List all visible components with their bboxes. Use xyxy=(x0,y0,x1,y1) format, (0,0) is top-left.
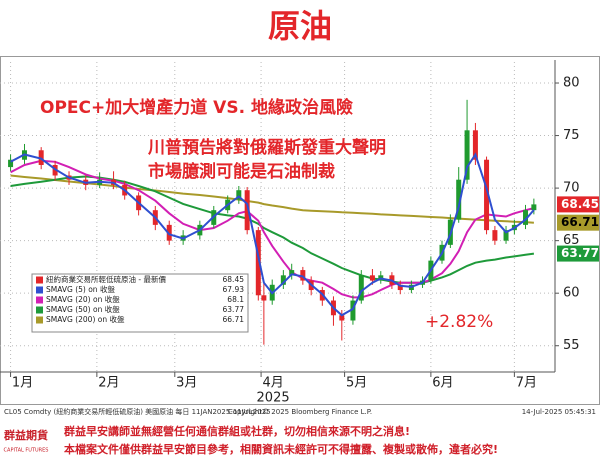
legend-value: 67.93 xyxy=(223,285,245,294)
candle-body xyxy=(358,275,364,301)
chart-title: 原油 xyxy=(268,7,332,45)
y-tick-label: 80 xyxy=(563,76,580,91)
value-flag-label: 63.77 xyxy=(561,246,599,260)
annotation: 市場臆測可能是石油制裁 xyxy=(148,161,335,182)
copyright: Copyright© 2025 Bloomberg Finance L.P. xyxy=(228,408,372,416)
x-tick-label: 1月 xyxy=(12,376,33,391)
legend-value: 68.1 xyxy=(227,295,244,304)
legend-value: 66.71 xyxy=(223,315,245,324)
y-tick-label: 70 xyxy=(563,181,580,196)
candle-body xyxy=(531,204,537,211)
value-flag-label: 68.45 xyxy=(561,197,599,211)
disclaimer: 群益早安講師並無經營任何通信群組或社群，切勿相信來源不明之消息! xyxy=(63,424,410,438)
candle-body xyxy=(472,130,478,160)
candle-body xyxy=(397,284,403,291)
candle-body xyxy=(492,230,498,241)
candle-body xyxy=(38,150,44,165)
candle-body xyxy=(289,270,295,276)
legend-label: SMAVG (50) on 收盤 xyxy=(46,304,120,314)
legend-swatch xyxy=(36,316,43,324)
legend-swatch xyxy=(36,286,43,294)
candle-body xyxy=(503,230,509,241)
disclaimer: 本檔案文件僅供群益早安節目參考，相關資訊未經許可不得擅露、複製或散佈，違者必究! xyxy=(64,442,498,456)
candle-body xyxy=(464,130,470,180)
legend-value: 63.77 xyxy=(223,305,245,314)
candle-body xyxy=(350,300,356,321)
candle-body xyxy=(300,270,306,281)
legend-swatch xyxy=(36,306,43,314)
legend-box xyxy=(31,273,249,333)
candle-body xyxy=(255,230,261,296)
moving-average-line xyxy=(10,152,535,317)
legend-label: SMAVG (5) on 收盤 xyxy=(46,284,115,294)
value-flag xyxy=(557,245,599,262)
annotation: +2.82% xyxy=(425,312,493,332)
timestamp: 14-Jul-2025 05:45:31 xyxy=(522,408,596,416)
y-tick-label: 60 xyxy=(563,286,580,301)
legend-label: SMAVG (200) on 收盤 xyxy=(46,314,125,324)
x-tick-label: 3月 xyxy=(176,376,197,391)
legend-label: 紐約商業交易所輕低硫原油 - 最新價 xyxy=(46,274,166,284)
y-tick-label: 55 xyxy=(563,338,580,353)
legend-swatch xyxy=(36,296,43,304)
candle-body xyxy=(166,224,172,241)
annotation: OPEC+加大增產力道 VS. 地緣政治風險 xyxy=(40,97,353,118)
value-flag xyxy=(557,196,599,213)
logo-name: 群益期貨 xyxy=(3,428,48,442)
logo-english: CAPITAL FUTURES xyxy=(4,448,49,454)
candle-body xyxy=(8,159,14,168)
moving-average-line xyxy=(10,175,535,284)
candle-body xyxy=(236,190,242,200)
value-flag-label: 66.71 xyxy=(561,215,599,229)
legend-label: SMAVG (20) on 收盤 xyxy=(46,294,120,304)
annotation: 川普預告將對俄羅斯發重大聲明 xyxy=(147,137,386,158)
x-tick-label: 5月 xyxy=(346,376,367,391)
candle-body xyxy=(369,275,375,281)
x-tick-label: 2月 xyxy=(98,376,119,391)
value-flag xyxy=(557,214,599,231)
legend-swatch xyxy=(36,276,43,284)
x-tick-label: 7月 xyxy=(516,376,537,391)
y-tick-label: 65 xyxy=(563,233,580,248)
y-tick-label: 75 xyxy=(563,128,580,143)
year-label: 2025 xyxy=(257,391,290,406)
source: CL05 Comdty (紐約商業交易所輕低硫原油) 美國原油 每日 11JAN… xyxy=(4,407,271,416)
candle-body xyxy=(261,295,267,301)
candle-body xyxy=(244,190,250,231)
candle-body xyxy=(456,179,462,220)
candle-body xyxy=(280,275,286,285)
candle-body xyxy=(484,159,490,231)
candle-body xyxy=(339,315,345,321)
legend-value: 68.45 xyxy=(223,275,245,284)
candle-body xyxy=(523,210,529,225)
x-tick-label: 4月 xyxy=(262,376,283,391)
x-tick-label: 6月 xyxy=(432,376,453,391)
